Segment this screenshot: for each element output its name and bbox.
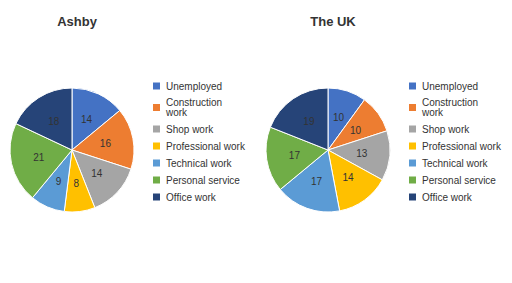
svg-text:17: 17: [311, 176, 323, 187]
svg-text:16: 16: [100, 138, 112, 149]
svg-text:The UK: The UK: [310, 14, 356, 29]
svg-text:14: 14: [342, 172, 354, 183]
svg-text:Personal service: Personal service: [166, 175, 240, 186]
svg-text:Technical work: Technical work: [166, 158, 233, 169]
svg-text:10: 10: [333, 112, 345, 123]
svg-text:13: 13: [356, 148, 368, 159]
svg-text:Office work: Office work: [422, 192, 473, 203]
svg-text:17: 17: [289, 150, 301, 161]
svg-text:Office work: Office work: [166, 192, 217, 203]
svg-text:Personal service: Personal service: [422, 175, 496, 186]
svg-text:Construction: Construction: [166, 97, 223, 108]
svg-text:8: 8: [73, 178, 79, 189]
svg-text:14: 14: [81, 114, 93, 125]
svg-text:Professional work: Professional work: [166, 141, 246, 152]
svg-text:Unemployed: Unemployed: [422, 81, 478, 92]
svg-text:Construction: Construction: [422, 97, 479, 108]
svg-text:Ashby: Ashby: [57, 14, 98, 29]
svg-text:work: work: [165, 107, 188, 118]
svg-text:Unemployed: Unemployed: [166, 81, 222, 92]
svg-text:work: work: [421, 107, 444, 118]
svg-text:Technical work: Technical work: [422, 158, 489, 169]
svg-text:9: 9: [56, 176, 62, 187]
svg-text:21: 21: [33, 152, 45, 163]
svg-text:Professional work: Professional work: [422, 141, 502, 152]
svg-text:Shop work: Shop work: [166, 124, 214, 135]
svg-text:Shop work: Shop work: [422, 124, 470, 135]
svg-text:18: 18: [48, 116, 60, 127]
svg-text:19: 19: [303, 116, 315, 127]
svg-text:14: 14: [91, 168, 103, 179]
svg-text:10: 10: [350, 125, 362, 136]
